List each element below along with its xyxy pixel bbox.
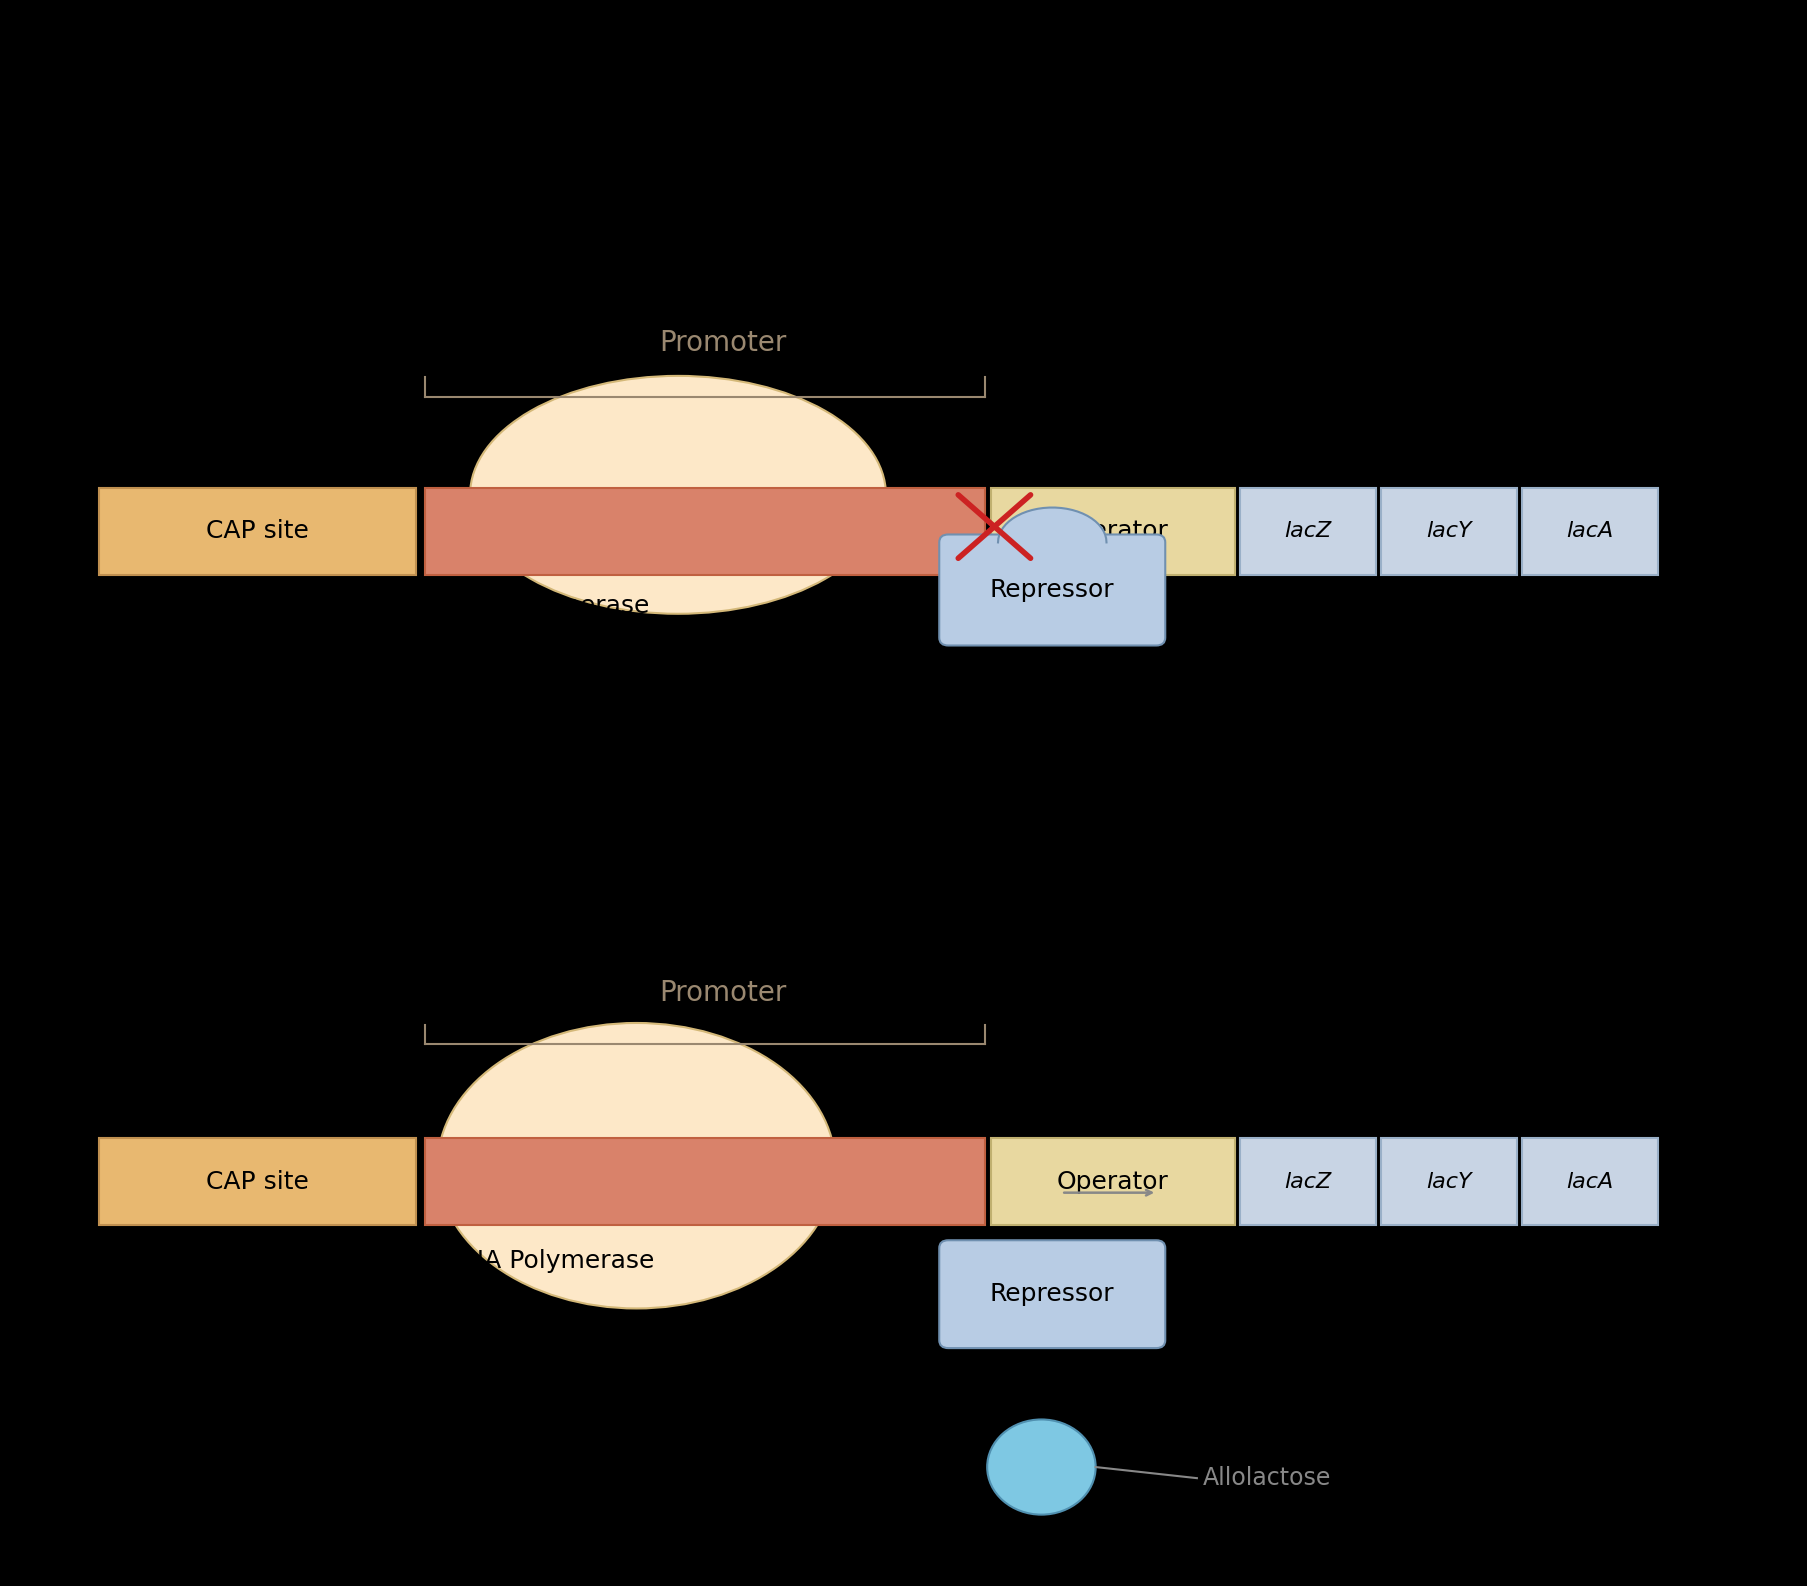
FancyBboxPatch shape: [99, 1139, 416, 1224]
FancyBboxPatch shape: [940, 534, 1166, 646]
Text: Promoter: Promoter: [660, 979, 786, 1007]
FancyBboxPatch shape: [1240, 1139, 1375, 1224]
FancyBboxPatch shape: [1381, 1139, 1516, 1224]
Text: lacY: lacY: [1426, 1172, 1471, 1191]
Text: CAP site: CAP site: [206, 1169, 309, 1194]
Ellipse shape: [437, 1023, 835, 1308]
FancyBboxPatch shape: [940, 1240, 1166, 1348]
Text: RNA Polymerase: RNA Polymerase: [448, 1248, 654, 1274]
FancyBboxPatch shape: [1381, 487, 1516, 574]
FancyBboxPatch shape: [425, 1139, 985, 1224]
Text: lacA: lacA: [1565, 522, 1614, 541]
Text: lacZ: lacZ: [1283, 522, 1332, 541]
FancyBboxPatch shape: [1521, 487, 1657, 574]
Circle shape: [987, 1419, 1095, 1515]
Text: Allolactose: Allolactose: [1202, 1465, 1330, 1491]
Polygon shape: [997, 508, 1106, 542]
Text: lacA: lacA: [1565, 1172, 1614, 1191]
FancyBboxPatch shape: [990, 487, 1234, 574]
Text: Promoter: Promoter: [660, 328, 786, 357]
Text: RNA Polymerase: RNA Polymerase: [443, 593, 649, 619]
FancyBboxPatch shape: [1521, 1139, 1657, 1224]
Ellipse shape: [470, 376, 885, 614]
FancyBboxPatch shape: [1240, 487, 1375, 574]
FancyBboxPatch shape: [99, 487, 416, 574]
Text: Repressor: Repressor: [990, 1281, 1113, 1307]
FancyBboxPatch shape: [425, 487, 985, 574]
Text: Repressor: Repressor: [990, 577, 1113, 603]
FancyBboxPatch shape: [990, 1139, 1234, 1224]
Text: lacY: lacY: [1426, 522, 1471, 541]
Text: lacZ: lacZ: [1283, 1172, 1332, 1191]
Text: Operator: Operator: [1057, 519, 1167, 544]
Text: CAP site: CAP site: [206, 519, 309, 544]
Text: Operator: Operator: [1057, 1169, 1167, 1194]
